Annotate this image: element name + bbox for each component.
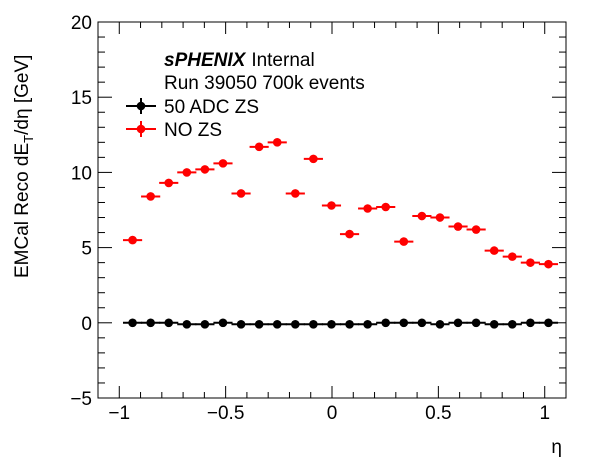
data-point (544, 259, 553, 269)
x-axis-title: η (551, 437, 562, 458)
data-point (128, 235, 137, 245)
data-point (164, 318, 174, 328)
data-point (363, 204, 372, 213)
experiment-name: sPHENIX (164, 50, 247, 71)
data-point (471, 225, 481, 234)
y-tick-label: 0 (81, 314, 92, 335)
data-point (471, 318, 481, 328)
data-point (291, 320, 300, 329)
plot-marks (122, 138, 559, 329)
y-tick-label: 15 (71, 88, 92, 109)
run-info-label: Run 39050 700k events (164, 73, 365, 94)
data-point (272, 320, 282, 329)
data-point (526, 318, 535, 328)
axes (97, 21, 567, 399)
data-point (146, 318, 155, 328)
legend-marker (136, 101, 146, 111)
data-point (327, 320, 336, 329)
y-axis-title: EMCal Reco dET/dη [GeV] (12, 55, 36, 278)
data-point (417, 318, 427, 328)
data-point (146, 192, 155, 201)
data-point (309, 320, 318, 329)
experiment-label: sPHENIX Internal (164, 50, 315, 71)
data-point (489, 320, 499, 329)
data-point (507, 252, 517, 261)
data-point (236, 189, 246, 198)
x-tick-label: 0.5 (425, 403, 451, 424)
y-tick-label: 5 (81, 239, 92, 260)
data-point (200, 320, 210, 329)
data-point (345, 320, 354, 329)
data-point (200, 165, 210, 174)
data-point (291, 189, 300, 198)
legend-label: 50 ADC ZS (164, 97, 259, 118)
y-axis-title-part: /dη [GeV] (12, 55, 33, 135)
data-point (363, 320, 372, 329)
y-tick-label: 20 (71, 13, 92, 34)
data-point (381, 318, 391, 328)
data-point (182, 168, 192, 177)
data-point (435, 320, 445, 329)
data-point (381, 202, 391, 212)
y-tick-label: −5 (70, 389, 92, 410)
series-zs (122, 318, 559, 329)
data-point (507, 320, 517, 329)
x-tick-label: 1 (539, 403, 550, 424)
x-tick-label: −0.5 (207, 403, 245, 424)
data-point (435, 213, 445, 222)
y-tick-label: 10 (71, 163, 92, 184)
labels: −1 −0.5 0 0.5 1 −5 0 5 10 15 20 η EMCal Reco dET/dη … (12, 13, 562, 458)
data-point (399, 237, 409, 246)
y-axis-title-subscript: T (21, 135, 36, 143)
data-point (453, 318, 463, 328)
data-point (489, 246, 499, 255)
data-point (218, 318, 228, 328)
data-point (164, 178, 174, 188)
y-axis-title-part: EMCal Reco dE (12, 143, 33, 278)
data-point (544, 318, 553, 328)
data-point (254, 320, 264, 329)
legend-marker (136, 124, 146, 134)
experiment-status: Internal (251, 50, 314, 71)
data-point (327, 201, 336, 210)
data-point (128, 318, 137, 328)
data-point (345, 229, 354, 239)
data-point (236, 320, 246, 329)
data-point (399, 318, 409, 328)
data-point (453, 222, 463, 231)
data-point (272, 138, 282, 147)
legend-label: NO ZS (164, 120, 222, 141)
series-nozs (122, 138, 559, 269)
data-point (417, 211, 427, 221)
data-point (254, 142, 264, 152)
data-point (218, 159, 228, 168)
x-tick-label: 0 (327, 403, 338, 424)
data-point (309, 154, 318, 164)
data-point (526, 258, 535, 267)
data-point (182, 320, 192, 329)
x-tick-label: −1 (108, 403, 130, 424)
